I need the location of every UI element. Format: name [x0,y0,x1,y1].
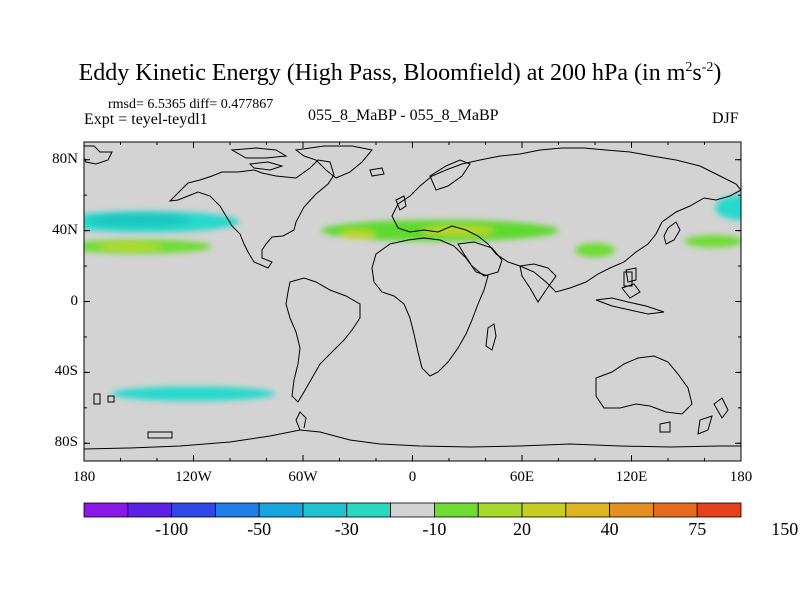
experiment-text: Expt = teyel-teydl1 [84,111,208,128]
colorbar-swatch [696,502,742,518]
coastline-north-america [168,159,335,269]
coastline-south-america [285,277,361,403]
coastline-japan [663,221,681,245]
title-superscript-neg2: -2 [701,60,714,75]
colorbar-label: 20 [513,519,531,539]
colorbar [83,502,742,518]
x-tick-label: 180 [729,469,753,485]
anomaly-north-pacific-core [87,212,190,228]
coastline-tasmania [659,421,671,433]
y-tick-label: 80S [54,434,78,451]
coastline-arabia [457,241,503,277]
x-tick-label: 0 [408,469,417,485]
anomaly-subtropical-pacific-yellow [96,242,163,251]
anomaly-layer [84,195,741,401]
colorbar-label: -10 [422,519,447,539]
coastline-south-georgia [107,395,115,403]
colorbar-swatch [390,502,435,518]
coastline-africa [371,237,489,377]
colorbar-swatch [127,502,173,518]
y-tick-label: 40N [52,221,78,238]
colorbar-label: 150 [771,519,799,539]
title-superscript-2: 2 [685,60,693,75]
x-tick-label: 60E [509,469,535,485]
colorbar-swatch [565,502,610,518]
coastline-australia [595,355,693,415]
coastline-greenland [294,145,373,179]
y-tick-label: 80N [52,150,78,167]
colorbar-swatch [521,502,567,518]
colorbar-label: 40 [600,519,619,539]
y-tick-label: 40S [54,363,78,380]
coastline-british-isles [395,195,407,211]
coastline-antarctic-peninsula [295,411,307,431]
coastline-indonesia [595,297,665,315]
case-id-text: 055_8_MaBP - 055_8_MaBP [308,107,499,124]
colorbar-label: -50 [247,519,272,539]
title-close: ) [713,60,722,86]
colorbar-swatch [258,502,304,518]
season-text: DJF [712,110,739,127]
coastline-antarctic-island [147,431,173,439]
coastline-alaska [84,145,113,165]
anomaly-southern-ocean-cyan [111,386,276,401]
coastline-philippines [625,267,637,283]
x-tick-label: 120E [615,469,648,485]
x-tick-label: 120W [175,469,212,485]
anomaly-west-pacific-cyan [715,195,741,220]
title-text: Eddy Kinetic Energy (High Pass, Bloomfie… [78,60,686,86]
colorbar-swatch [83,502,129,518]
title-s: s [692,60,702,86]
colorbar-swatch [653,502,698,518]
coastline-iceland [369,167,385,177]
colorbar-swatch [609,502,654,518]
anomaly-mediterranean-yellow [421,226,495,236]
coastline-borneo [621,283,641,299]
coastline-arctic-islands [230,147,288,159]
x-tick-label: 60W [288,469,318,485]
anomaly-east-asia-green [574,243,616,258]
colorbar-swatch [346,502,391,518]
anomaly-atlantic-yellow [339,229,376,239]
coastline-new-zealand-south [697,415,713,435]
colorbar-swatch [433,502,479,518]
colorbar-swatch [214,502,260,518]
x-tick-label: 180 [72,469,96,485]
coastline-scandinavia [429,159,471,191]
map-background [84,142,741,461]
axis-ticks [83,142,742,461]
y-tick-label: 0 [70,292,79,309]
colorbar-swatch [477,502,523,518]
plot-title: Eddy Kinetic Energy (High Pass, Bloomfie… [0,60,800,87]
colorbar-swatch [302,502,348,518]
coastline-falklands [93,393,101,405]
coastline-india [519,263,557,303]
anomaly-west-pacific-green [684,235,741,248]
coastline-new-zealand [713,397,729,419]
colorbar-label: 75 [688,519,707,539]
colorbar-swatch [171,502,216,518]
coastline-antarctica [84,429,741,450]
stats-text: rmsd= 6.5365 diff= 0.477867 [108,97,274,112]
colorbar-label: -100 [155,519,189,539]
coastline-arctic-islands-2 [248,161,284,171]
colorbar-label: -30 [334,519,359,539]
coastline-madagascar [485,323,497,351]
coastline-hawaii [623,271,633,287]
coastlines [84,145,741,450]
